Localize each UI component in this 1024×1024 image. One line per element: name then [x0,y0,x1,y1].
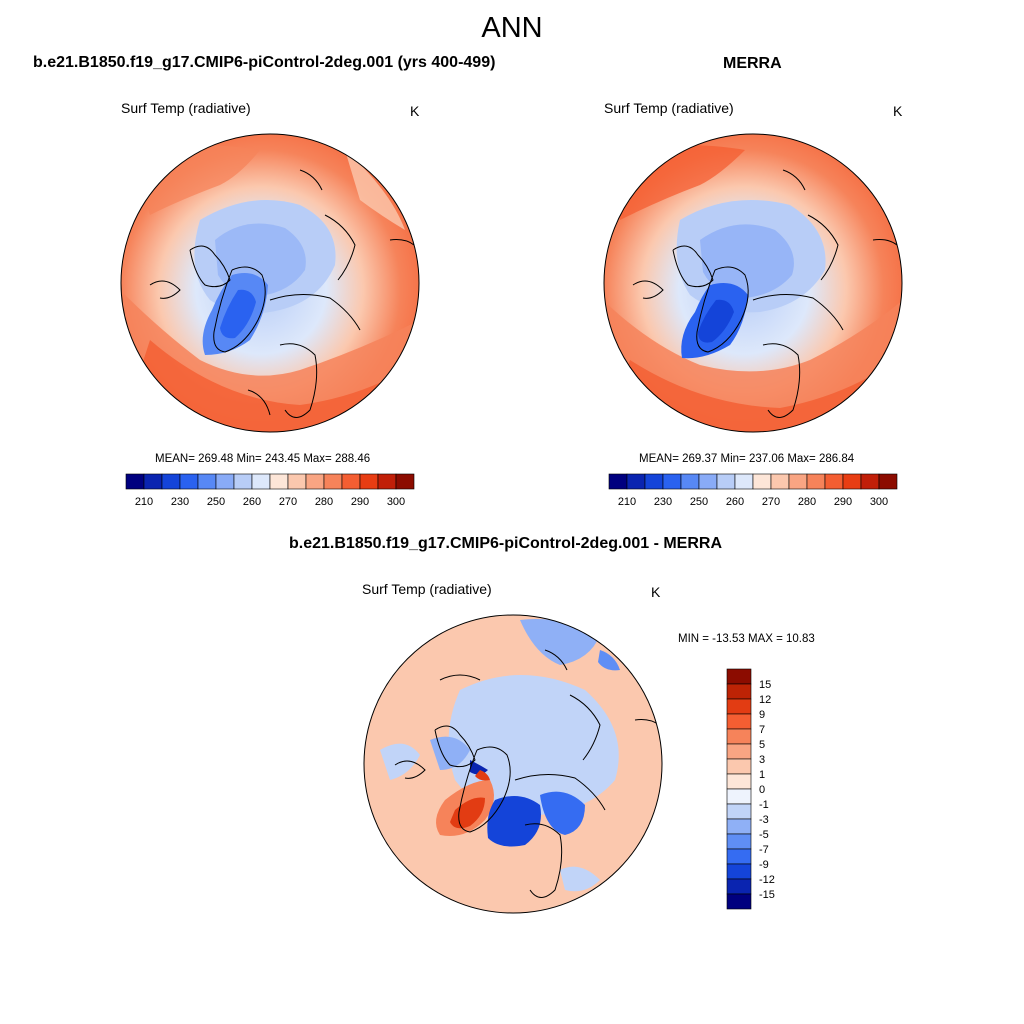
diff-colorbar-box [726,773,752,790]
obs-colorbar-box [608,473,628,490]
diff-colorbar: 15 12 9 7 5 3 1 0 -1 -3 -5 -7 -9 -12 -15 [726,668,775,910]
model-colorbar-box [287,473,307,490]
obs-colorbar-box [662,473,682,490]
diff-colorbar-box [726,863,752,880]
model-colorbar-tick-label: 230 [171,496,189,508]
obs-colorbar-box [680,473,700,490]
diff-colorbar-tick-label: 3 [759,754,765,766]
diff-colorbar-tick-label: 0 [759,784,765,796]
model-colorbar-box [269,473,289,490]
obs-panel-title: MERRA [723,55,782,72]
diff-colorbar-box [726,833,752,850]
diff-colorbar-tick-label: 15 [759,679,771,691]
diff-colorbar-box [726,848,752,865]
obs-units-label: K [893,103,903,119]
model-colorbar-box [197,473,217,490]
model-colorbar-box [395,473,415,490]
model-colorbar-tick-label: 250 [207,496,225,508]
model-colorbar-tick-label: 210 [135,496,153,508]
model-colorbar-tick-label: 280 [315,496,333,508]
obs-colorbar-box [842,473,862,490]
model-colorbar-box [161,473,181,490]
diff-colorbar-box [726,683,752,700]
diff-colorbar-tick-label: -15 [759,889,775,901]
diff-colorbar-tick-label: -5 [759,829,769,841]
diff-colorbar-tick-label: -1 [759,799,769,811]
diff-colorbar-box [726,668,752,685]
model-colorbar-tick-label: 290 [351,496,369,508]
obs-colorbar-tick-label: 290 [834,496,852,508]
model-colorbar-box [179,473,199,490]
model-colorbar-tick-label: 260 [243,496,261,508]
obs-colorbar-tick-label: 230 [654,496,672,508]
obs-colorbar-box [716,473,736,490]
obs-colorbar-tick-label: 250 [690,496,708,508]
obs-colorbar-tick-label: 270 [762,496,780,508]
diff-colorbar-tick-label: -7 [759,844,769,856]
diff-colorbar-box [726,788,752,805]
diff-colorbar-tick-label: -9 [759,859,769,871]
diff-colorbar-box [726,728,752,745]
diff-colorbar-box [726,893,752,910]
diff-colorbar-box [726,803,752,820]
obs-colorbar-box [734,473,754,490]
diff-colorbar-box [726,743,752,760]
diff-colorbar-tick-label: 7 [759,724,765,736]
obs-colorbar-tick-label: 260 [726,496,744,508]
obs-colorbar-box [788,473,808,490]
figure-title: ANN [481,12,543,44]
obs-colorbar-tick-label: 210 [618,496,636,508]
diff-panel-title: b.e21.B1850.f19_g17.CMIP6-piControl-2deg… [289,535,723,552]
model-colorbar-box [251,473,271,490]
obs-colorbar-box [698,473,718,490]
model-colorbar-tick-label: 270 [279,496,297,508]
model-panel-title: b.e21.B1850.f19_g17.CMIP6-piControl-2deg… [33,54,496,71]
diff-colorbar-tick-label: 1 [759,769,765,781]
diff-colorbar-tick-label: 5 [759,739,765,751]
diff-colorbar-tick-label: -12 [759,874,775,886]
model-colorbar-box [359,473,379,490]
model-variable-label: Surf Temp (radiative) [121,100,251,116]
diff-colorbar-box [726,698,752,715]
obs-variable-label: Surf Temp (radiative) [604,100,734,116]
diff-colorbar-box [726,878,752,895]
diff-colorbar-tick-label: -3 [759,814,769,826]
obs-colorbar-tick-label: 280 [798,496,816,508]
model-colorbar-box [377,473,397,490]
diff-colorbar-box [726,758,752,775]
obs-colorbar-box [770,473,790,490]
model-colorbar-box [323,473,343,490]
diff-units-label: K [651,584,661,600]
diff-stats: MIN = -13.53 MAX = 10.83 [678,633,815,645]
obs-colorbar-box [644,473,664,490]
obs-colorbar-box [824,473,844,490]
diff-colorbar-tick-label: 12 [759,694,771,706]
obs-colorbar-box [878,473,898,490]
model-colorbar-box [125,473,145,490]
diff-colorbar-box [726,713,752,730]
model-colorbar: 210 230 250 260 270 280 290 300 [125,473,415,508]
obs-colorbar-box [626,473,646,490]
model-colorbar-box [143,473,163,490]
model-colorbar-tick-label: 300 [387,496,405,508]
obs-colorbar-tick-label: 300 [870,496,888,508]
model-stats: MEAN= 269.48 Min= 243.45 Max= 288.46 [155,453,371,465]
model-units-label: K [410,103,420,119]
obs-colorbar: 210 230 250 260 270 280 290 300 [608,473,898,508]
obs-stats: MEAN= 269.37 Min= 237.06 Max= 286.84 [639,453,855,465]
model-colorbar-box [233,473,253,490]
diff-variable-label: Surf Temp (radiative) [362,581,492,597]
model-colorbar-box [341,473,361,490]
diff-colorbar-box [726,818,752,835]
diff-colorbar-tick-label: 9 [759,709,765,721]
model-colorbar-box [215,473,235,490]
model-colorbar-box [305,473,325,490]
obs-colorbar-box [860,473,880,490]
obs-colorbar-box [806,473,826,490]
obs-colorbar-box [752,473,772,490]
